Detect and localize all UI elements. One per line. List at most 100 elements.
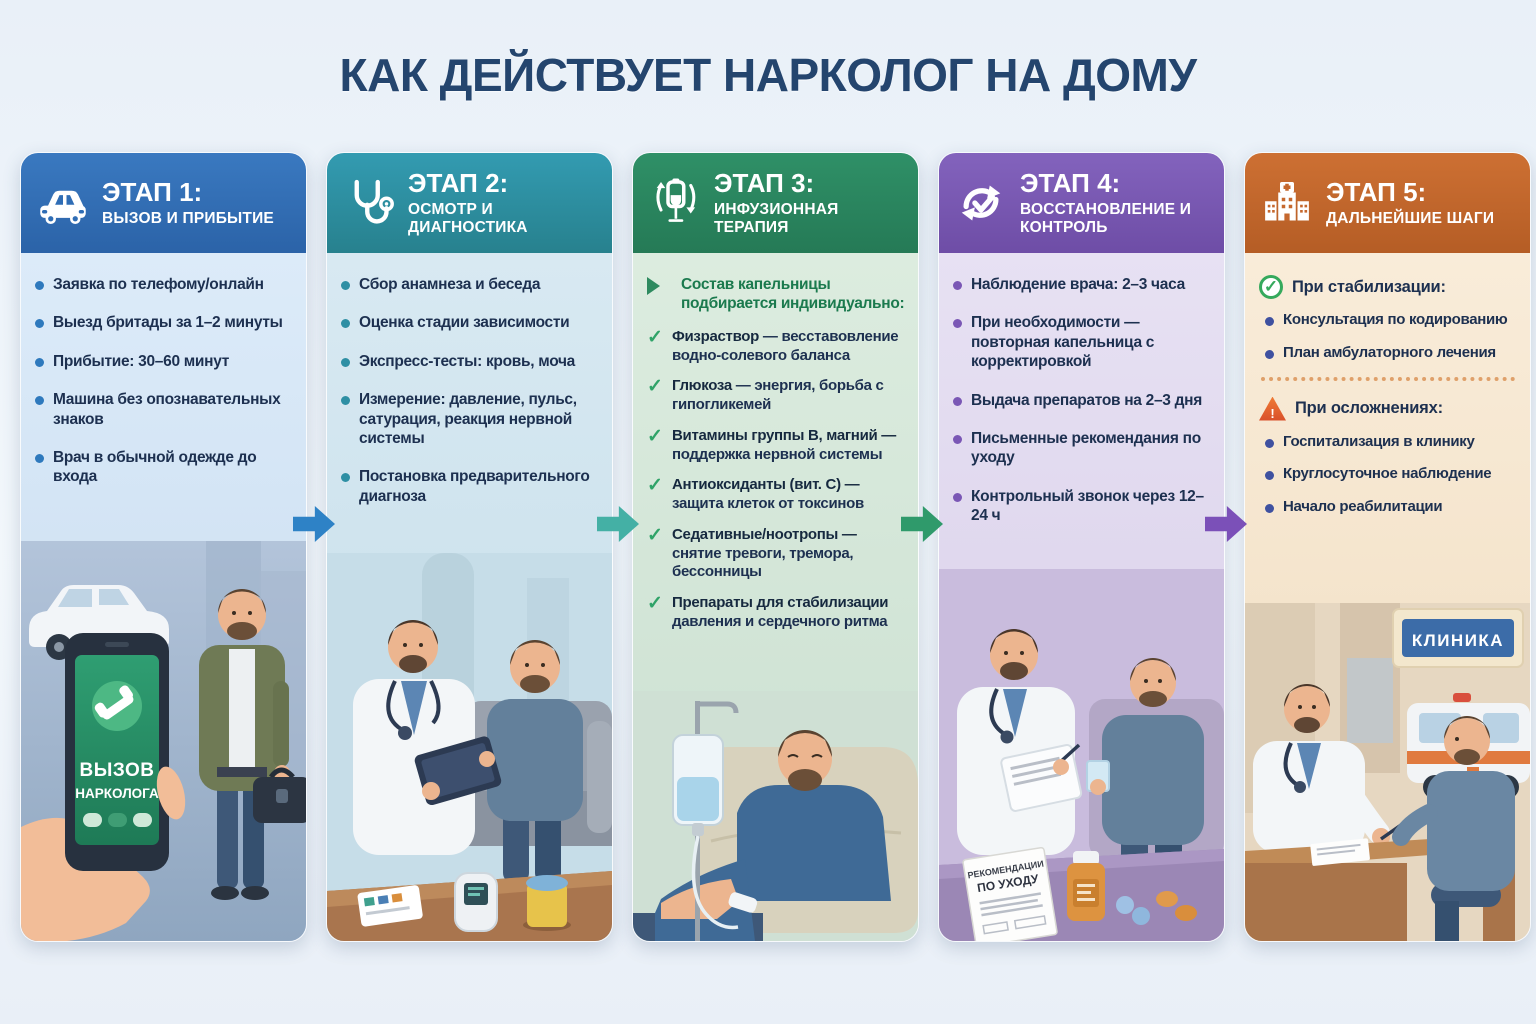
clinic-sign: КЛИНИКА: [1392, 608, 1524, 668]
patient-on-drip: [633, 730, 891, 941]
bullet-dot: [1265, 317, 1274, 326]
bullet-dot: [1265, 471, 1274, 481]
list-item: Выезд бритады за 1–2 минуты: [35, 313, 293, 332]
desk: [1245, 838, 1430, 941]
stage-label: ЭТАП 4:: [1020, 167, 1121, 198]
check-icon: [647, 328, 664, 347]
stage-label: ЭТАП 3:: [714, 167, 815, 198]
list-item: Госпитализация в клинику: [1265, 433, 1517, 452]
iv-stand: [672, 701, 758, 941]
stage-5-card: ЭТАП 5: ДАЛЬНЕЙШИЕ ШАГИ При стабилизации…: [1244, 152, 1531, 942]
triangle-bullet-icon: [647, 277, 673, 295]
stage-label: ЭТАП 1:: [102, 176, 203, 207]
stage-1-illustration: ВЫЗОВ НАРКОЛОГА: [21, 541, 306, 941]
bullet-text: Выезд бритады за 1–2 минуты: [53, 314, 283, 332]
bullet-dot: [341, 319, 350, 329]
page-title: КАК ДЕЙСТВУЕТ НАРКОЛОГ НА ДОМУ: [339, 49, 1197, 101]
stage-1-card: ЭТАП 1: ВЫЗОВ И ПРИБЫТИЕ Заявка по телеф…: [20, 152, 307, 942]
bullet-dot: [35, 357, 44, 367]
stabilization-items: Консультация по кодированию План амбулат…: [1259, 311, 1517, 363]
bullet-text: Прибытие: 30–60 минут: [53, 352, 230, 370]
item-text: Седативные/ноотропы — снятие тревоги, тр…: [672, 525, 857, 581]
check-icon: [647, 427, 664, 446]
bullet-text: Начало реабилитации: [1283, 498, 1443, 515]
bullet-dot: [35, 281, 44, 290]
list-item: Физраствор — весставовление водно-солево…: [647, 328, 905, 366]
bullet-dot: [35, 453, 44, 463]
phone-handset-icon: [94, 685, 134, 720]
list-item: Глюкоза — энергия, борьба с гипогликемей: [647, 377, 905, 415]
stage-3-items: Физраствор — весставовление водно-солево…: [647, 328, 905, 632]
stage-2-bullets: Сбор анамнеза и беседа Оценка стадии зав…: [341, 275, 599, 506]
bullet-dot: [953, 396, 962, 406]
list-item: Оценка стадии зависимости: [341, 313, 599, 332]
check-circle-icon: [1259, 275, 1283, 299]
stage-label: ЭТАП 2:: [408, 167, 509, 198]
phone-label-line2: НАРКОЛОГА: [75, 786, 159, 801]
table-with-tests: [327, 871, 612, 941]
bullet-dot: [341, 281, 350, 290]
list-item: Витамины группы B, магний — поддержка не…: [647, 427, 905, 465]
stage-subtitle: ОСМОТР И ДИАГНОСТИКА: [408, 201, 528, 236]
bullet-dot: [35, 319, 44, 329]
patient-with-glass: [1086, 658, 1204, 897]
stages-row: ЭТАП 1: ВЫЗОВ И ПРИБЫТИЕ Заявка по телеф…: [20, 152, 1531, 942]
bullet-dot: [953, 434, 962, 444]
list-item: План амбулаторного лечения: [1265, 344, 1517, 363]
phone-label-line1: ВЫЗОВ: [80, 760, 155, 781]
list-item: Врач в обычной одежде до входа: [35, 448, 293, 487]
stage-4-header: ЭТАП 4: ВОССТАНОВЛЕНИЕ И КОНТРОЛЬ: [939, 153, 1224, 253]
patient-figure: [487, 640, 583, 883]
list-item: Консультация по кодированию: [1265, 311, 1517, 330]
bullet-text: Письменные рекомендания по уходу: [971, 429, 1201, 467]
list-item: Препараты для стабилизации давления и се…: [647, 594, 905, 632]
bullet-text: Оценка стадии зависимости: [359, 314, 570, 332]
bullet-text: Консультация по кодированию: [1283, 311, 1508, 328]
bullet-text: Выдача препаратов на 2–3 дня: [971, 391, 1202, 409]
intro-text: Состав капельницы подбирается индивидуал…: [681, 276, 905, 313]
stage-3-intro: Состав капельницы подбирается индивидуал…: [647, 275, 905, 314]
stage-2-body: Сбор анамнеза и беседа Оценка стадии зав…: [327, 253, 612, 941]
stage-4-card: ЭТАП 4: ВОССТАНОВЛЕНИЕ И КОНТРОЛЬ Наблюд…: [938, 152, 1225, 942]
list-item: Постановка предварительного диагноза: [341, 467, 599, 506]
item-text: Глюкоза — энергия, борьба с гипогликемей: [672, 377, 884, 413]
stage-2-card: ЭТАП 2: ОСМОТР И ДИАГНОСТИКА Сбор анамне…: [326, 152, 613, 942]
doctor-writing: [957, 629, 1083, 855]
list-item: Наблюдение врача: 2–3 часа: [953, 275, 1211, 294]
item-text: Антиоксиданты (вит. C) — защита клеток о…: [672, 476, 864, 512]
list-item: При необходимости — повторная капельница…: [953, 313, 1211, 371]
doctor-at-desk: [1253, 684, 1403, 853]
bullet-dot: [953, 492, 962, 502]
check-icon: [647, 377, 664, 396]
list-item: Измерение: давление, пульс, сатурация, р…: [341, 390, 599, 448]
bullet-dot: [341, 396, 350, 406]
cycle-check-icon: [953, 175, 1009, 231]
bullet-text: При необходимости — повторная капельница…: [971, 314, 1155, 371]
stage-subtitle: ВОССТАНОВЛЕНИЕ И КОНТРОЛЬ: [1020, 201, 1192, 236]
bullet-text: Контрольный звонок через 12–24 ч: [971, 487, 1204, 524]
list-item: Антиоксиданты (вит. C) — защита клеток о…: [647, 476, 905, 514]
stage-1-bullets: Заявка по телефому/онлайн Выезд бритады …: [35, 275, 293, 487]
stage-4-illustration: РЕКОМЕНДАЦИИ ПО УХОДУ: [939, 569, 1224, 941]
stage-5-header: ЭТАП 5: ДАЛЬНЕЙШИЕ ШАГИ: [1245, 153, 1530, 253]
stage-5-illustration: КЛИНИКА: [1245, 603, 1530, 941]
stage-2-illustration: [327, 553, 612, 941]
stage-subtitle: ВЫЗОВ И ПРИБЫТИЕ: [102, 209, 274, 227]
dotted-divider: [1261, 376, 1515, 381]
warning-triangle-icon: [1259, 396, 1286, 421]
car-icon: [35, 175, 91, 231]
bullet-text: Измерение: давление, пульс, сатурация, р…: [359, 391, 577, 447]
stage-1-header: ЭТАП 1: ВЫЗОВ И ПРИБЫТИЕ: [21, 153, 306, 253]
list-item: Контрольный звонок через 12–24 ч: [953, 487, 1211, 526]
bullet-dot: [35, 396, 44, 406]
check-icon: [647, 476, 664, 495]
bullet-dot: [1265, 438, 1274, 448]
iv-drip-icon: [647, 175, 703, 231]
stage-label: ЭТАП 5:: [1326, 176, 1427, 207]
list-item: Заявка по телефому/онлайн: [35, 275, 293, 294]
bullet-text: Машина без опознавательных знаков: [53, 391, 281, 428]
hand-with-phone: ВЫЗОВ НАРКОЛОГА: [21, 633, 186, 941]
item-text: Физраствор — весставовление водно-солево…: [672, 327, 899, 364]
list-item: Начало реабилитации: [1265, 498, 1517, 517]
patient-on-chair: [1392, 716, 1515, 941]
